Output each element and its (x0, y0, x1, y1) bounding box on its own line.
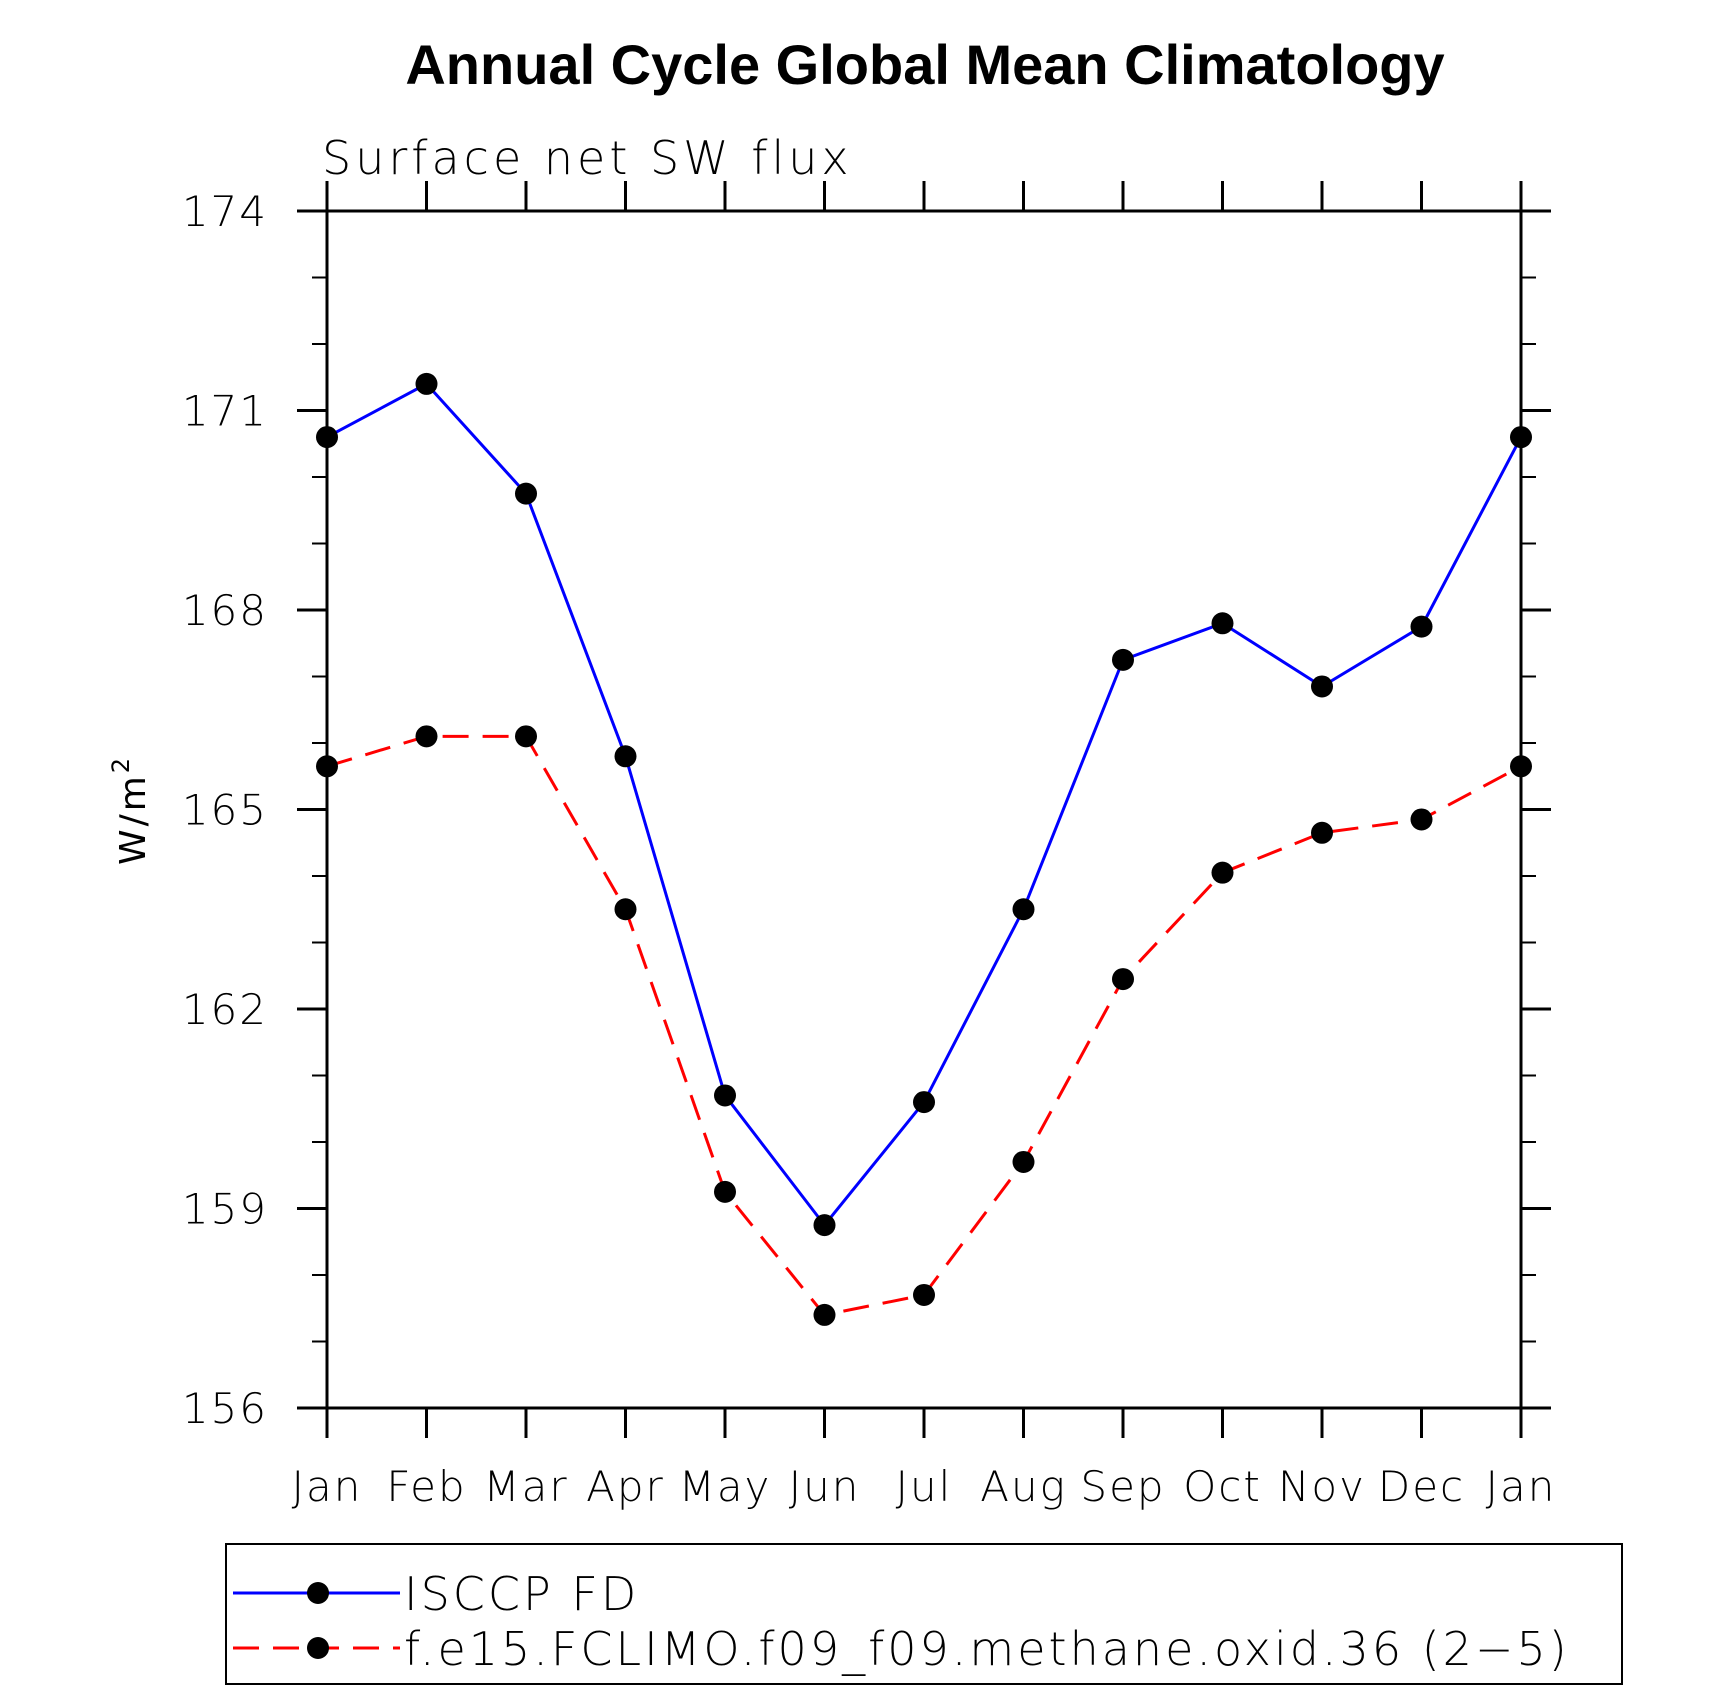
y-tick-labels: 156 159 162 165 168 171 174 (182, 187, 268, 1433)
y-axis-label: W/m2 (107, 755, 154, 865)
chart-title: Annual Cycle Global Mean Climatology (405, 33, 1444, 96)
x-tick-label: Aug (980, 1462, 1067, 1511)
series-2-point (913, 1283, 935, 1306)
y-axis-label-text: W/m (113, 773, 154, 865)
y-tick-label: 174 (182, 187, 268, 236)
series-line-2 (326, 734, 1522, 1317)
chart-subtitle: Surface net SW flux (322, 131, 853, 185)
series-2-point (1410, 808, 1433, 831)
axis-ticks (297, 181, 1551, 1438)
series-1-point (1012, 898, 1035, 921)
legend-marker-2 (307, 1637, 329, 1659)
series-1-point (714, 1084, 736, 1107)
y-tick-label: 162 (182, 985, 268, 1034)
x-tick-label: Jan (1486, 1462, 1557, 1511)
series-2-point (515, 725, 537, 748)
series-1-point (813, 1214, 836, 1237)
series-1-point (1211, 612, 1234, 635)
legend-label-1: ISCCP FD (404, 1567, 639, 1621)
x-tick-label: Nov (1278, 1462, 1366, 1511)
x-tick-label: May (679, 1462, 772, 1511)
x-tick-label: Oct (1183, 1462, 1262, 1511)
series-2-point (813, 1303, 836, 1326)
x-tick-labels: Jan Feb Mar Apr May Jun Jul Aug Sep Oct Nov Dec Jan (292, 1462, 1557, 1511)
series-2-point (1112, 968, 1134, 991)
y-tick-label: 171 (182, 387, 268, 436)
series-1-point (1112, 648, 1134, 671)
legend: ISCCP FDf.e15.FCLIMO.f09_f09.methane.oxi… (225, 1543, 1623, 1685)
x-tick-label: Apr (586, 1462, 665, 1511)
series-1-point (316, 426, 338, 449)
series-layer (316, 372, 1532, 1326)
x-tick-label: Dec (1378, 1462, 1465, 1511)
x-tick-label: Feb (386, 1462, 466, 1511)
y-tick-label: 159 (182, 1185, 268, 1234)
legend-marker-1 (307, 1582, 329, 1604)
series-2-point (614, 898, 637, 921)
x-tick-label: Jul (896, 1462, 953, 1511)
series-2-point (1211, 861, 1234, 884)
x-tick-label: Mar (483, 1462, 568, 1511)
y-tick-label: 168 (182, 586, 268, 635)
legend-label-2: f.e15.FCLIMO.f09_f09.methane.oxid.36 (2−… (404, 1622, 1570, 1676)
series-2-point (1012, 1150, 1035, 1173)
series-2-point (714, 1180, 736, 1203)
series-1-point (913, 1091, 935, 1114)
series-1-point (614, 745, 637, 768)
series-1-point (1311, 675, 1333, 698)
y-tick-label: 156 (182, 1384, 268, 1433)
x-tick-label: Jan (292, 1462, 363, 1511)
x-tick-label: Jun (789, 1462, 861, 1511)
series-1-point (1510, 426, 1532, 449)
legend-box (225, 1543, 1623, 1685)
series-2-point (1311, 821, 1333, 844)
series-1-point (515, 482, 537, 505)
y-tick-label: 165 (182, 786, 268, 835)
series-2-point (415, 725, 438, 748)
series-1-point (1410, 615, 1433, 638)
x-tick-label: Sep (1080, 1462, 1165, 1511)
series-2-point (1510, 755, 1532, 778)
series-1-point (415, 372, 438, 395)
y-axis-label-superscript: 2 (107, 755, 135, 773)
plot-frame (325, 209, 1523, 1410)
series-2-point (316, 755, 338, 778)
